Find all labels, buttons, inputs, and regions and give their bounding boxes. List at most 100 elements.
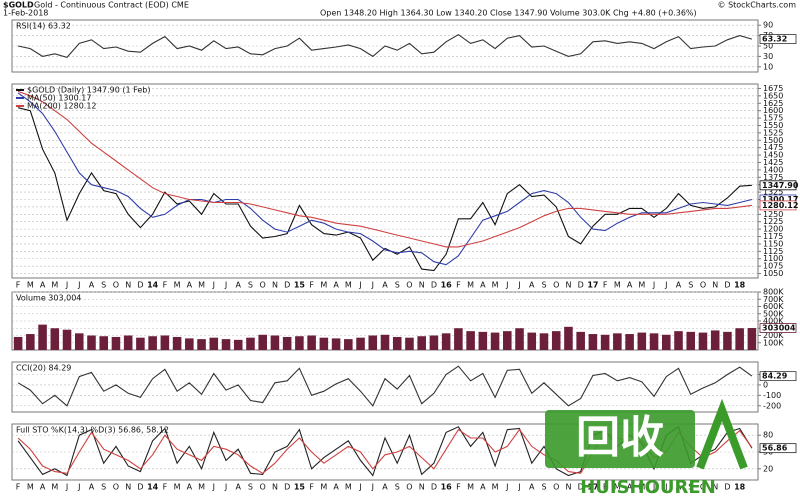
volume-bar: [503, 331, 512, 350]
y-tick-label: 90: [763, 21, 773, 30]
x-tick-label: D: [137, 483, 143, 492]
last-value-label: 1347.90: [762, 181, 799, 190]
y-tick-label: 10: [763, 62, 773, 71]
x-tick-label: M: [27, 483, 34, 492]
volume-bar: [417, 336, 426, 350]
x-tick-label: N: [565, 281, 571, 290]
x-tick-label: J: [371, 483, 374, 492]
x-tick-label: 16: [441, 483, 453, 492]
volume-bar: [429, 335, 439, 350]
x-tick-label: J: [65, 483, 68, 492]
volume-bar: [454, 328, 463, 350]
x-tick-label: A: [382, 483, 388, 492]
volume-bar: [160, 335, 170, 350]
y-tick-label: 1675: [763, 84, 783, 93]
x-tick-label: J: [517, 483, 520, 492]
y-tick-label: 1650: [763, 91, 783, 100]
x-tick-label: A: [89, 483, 95, 492]
y-tick-label: 1075: [763, 262, 783, 271]
volume-bar: [466, 331, 475, 350]
x-tick-label: F: [456, 281, 461, 290]
x-tick-label: M: [638, 483, 645, 492]
volume-bar: [356, 337, 365, 350]
volume-bar: [319, 337, 329, 350]
x-tick-label: M: [51, 483, 58, 492]
x-tick-label: A: [187, 483, 193, 492]
panel-title: CCI(20) 84.29: [16, 364, 71, 373]
volume-bar: [99, 336, 109, 350]
y-tick-label: 400K: [763, 317, 784, 326]
y-tick-label: 0: [763, 380, 768, 389]
x-tick-label: M: [174, 281, 181, 290]
date: 1-Feb-2018: [3, 9, 48, 18]
y-tick-label: 500K: [763, 309, 784, 318]
legend-label: $GOLD (Daily) 1347.90 (1 Feb): [27, 86, 150, 95]
x-tick-label: A: [480, 483, 486, 492]
volume-bar: [637, 332, 647, 350]
volume-bar: [270, 335, 280, 350]
x-tick-label: A: [676, 483, 682, 492]
x-tick-label: D: [284, 483, 290, 492]
volume-bar: [564, 326, 573, 350]
x-tick-label: A: [236, 483, 242, 492]
x-tick-label: 16: [441, 281, 453, 290]
y-tick-label: 600K: [763, 302, 784, 311]
x-tick-label: J: [664, 281, 667, 290]
volume-bar: [136, 337, 145, 350]
y-tick-label: 100K: [763, 338, 784, 347]
y-tick-label: 1525: [763, 128, 783, 137]
x-tick-label: N: [712, 483, 718, 492]
volume-bar: [185, 338, 194, 350]
panel-title: Full STO %K(14,3) %D(3) 56.86, 58.12: [16, 426, 169, 435]
volume-bar: [527, 332, 537, 350]
y-tick-label: 1425: [763, 158, 783, 167]
y-tick-label: 50: [763, 42, 773, 51]
y-tick-label: -100: [763, 391, 781, 400]
volume-bar: [661, 334, 671, 350]
x-tick-label: J: [358, 483, 361, 492]
x-tick-label: J: [77, 483, 80, 492]
x-tick-label: J: [371, 281, 374, 290]
x-tick-label: N: [565, 483, 571, 492]
x-tick-label: M: [492, 483, 499, 492]
x-tick-label: J: [212, 483, 215, 492]
x-tick-label: A: [529, 483, 535, 492]
x-tick-label: S: [101, 281, 106, 290]
x-tick-label: D: [284, 281, 290, 290]
x-tick-label: N: [419, 483, 425, 492]
x-tick-label: 17: [587, 483, 598, 492]
x-tick-label: O: [113, 281, 119, 290]
x-tick-label: 18: [734, 281, 746, 290]
x-tick-label: M: [638, 281, 645, 290]
x-tick-label: A: [89, 281, 95, 290]
x-tick-label: D: [578, 483, 584, 492]
volume-bar: [221, 339, 231, 350]
x-tick-label: O: [260, 483, 266, 492]
last-value-label: 1300.17: [762, 195, 798, 204]
volume-bar: [515, 328, 524, 350]
x-tick-label: S: [541, 483, 546, 492]
volume-bar: [649, 333, 659, 350]
x-tick-label: M: [51, 281, 58, 290]
volume-bar: [331, 338, 341, 350]
volume-bar: [735, 328, 744, 350]
x-tick-label: D: [431, 281, 437, 290]
last-value-label: 63.32: [762, 35, 787, 44]
x-tick-label: S: [395, 281, 400, 290]
x-tick-label: J: [652, 281, 655, 290]
volume-bar: [295, 336, 304, 350]
volume-bar: [405, 337, 414, 350]
panel-frame: [11, 361, 759, 413]
volume-bar: [172, 336, 182, 350]
volume-bar: [674, 331, 683, 350]
x-tick-label: J: [505, 483, 508, 492]
series-line: [17, 92, 753, 266]
series-line: [17, 107, 752, 272]
x-tick-label: M: [198, 281, 205, 290]
x-tick-label: O: [553, 483, 559, 492]
x-tick-label: O: [700, 281, 706, 290]
y-tick-label: 1600: [763, 106, 783, 115]
x-tick-label: J: [65, 281, 68, 290]
legend-label: MA(200) 1280.12: [27, 102, 97, 111]
